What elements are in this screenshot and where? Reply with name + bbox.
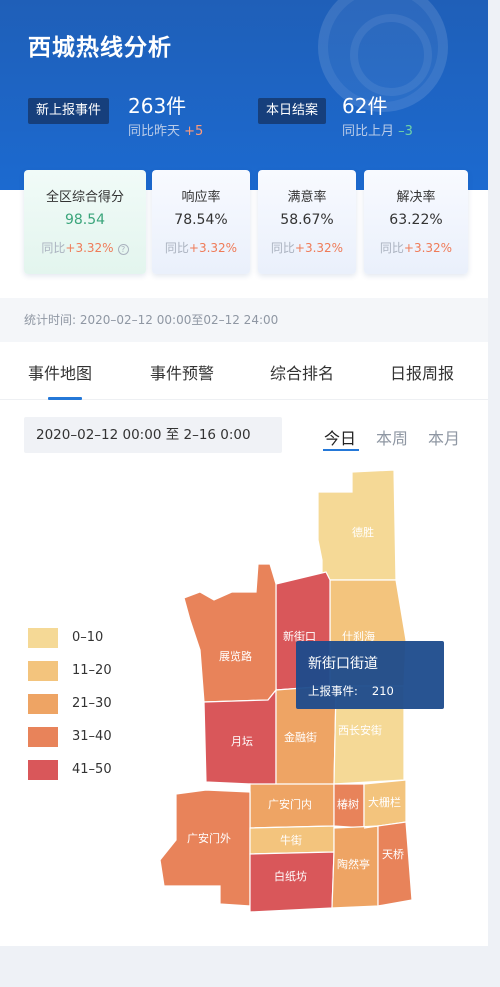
metric-compare: 同比+3.32% [152,239,250,256]
region-label: 金融街 [284,730,317,744]
metric-card-resolution-rate[interactable]: 解决率 63.22% 同比+3.32% [364,170,468,274]
compare-value: +3.32% [403,241,453,255]
metric-label: 解决率 [396,190,436,205]
frame-edge [488,0,500,987]
region-label: 德胜 [352,525,374,539]
region-label: 白纸坊 [274,869,307,883]
stat-time-bar: 统计时间: 2020–02–12 00:00至02–12 24:00 [0,298,488,342]
compare-value: +3.32% [65,241,114,255]
region-label: 展览路 [219,649,252,663]
region-label: 广安门外 [187,831,231,845]
compare-value: +3.32% [188,241,238,255]
legend-item[interactable]: 21–30 [28,694,148,716]
region-label: 天桥 [382,848,404,861]
compare-label: 同比昨天 [128,124,181,139]
region-desheng[interactable] [317,469,397,581]
region-label: 牛街 [280,833,302,847]
compare-label: 同比 [270,241,295,255]
active-period-indicator [323,449,359,451]
active-tab-indicator [48,397,82,400]
legend-swatch [28,727,58,747]
compare-label: 同比 [41,241,66,255]
region-label: 新街口 [283,629,316,643]
metric-cards: 全区综合得分 98.54 同比+3.32%? 响应率 78.54% 同比+3.3… [24,170,468,276]
tooltip-title: 新街口街道 [308,656,378,672]
compare-value: +5 [184,124,204,139]
metric-value: 78.54% [174,212,228,228]
compare-label: 同比 [379,241,404,255]
period-month[interactable]: 本月 [428,429,461,448]
metric-label: 响应率 [181,190,221,205]
region-label: 椿树 [337,797,359,811]
compare-value: +3.32% [294,241,344,255]
legend-item[interactable]: 11–20 [28,661,148,683]
region-label: 什刹海 [342,629,375,643]
period-today[interactable]: 今日 [324,429,357,448]
metric-value: 63.22% [389,212,443,228]
phone-watermark-icon [318,0,448,112]
compare-value: –3 [398,124,413,139]
region-tianqiao[interactable] [363,821,413,907]
page-title: 西城热线分析 [28,35,172,61]
metric-compare: 同比+3.32%? [24,239,146,256]
legend-label: 0–10 [72,630,104,645]
tab-reports[interactable]: 日报周报 [390,364,455,383]
legend-item[interactable]: 31–40 [28,727,148,749]
metric-compare: 同比+3.32% [258,239,356,256]
district-map: 德胜 什刹海 新街口 展览路 月坛 金融街 西长安街 广安门内 椿树 大栅栏 广… [159,469,413,913]
stat-tag: 新上报事件 [28,98,110,124]
stat-time: 统计时间: 2020–02–12 00:00至02–12 24:00 [24,313,279,327]
legend-label: 11–20 [72,663,112,678]
metric-label: 全区综合得分 [45,190,124,205]
region-guanganmenwai[interactable] [159,789,251,907]
tooltip-label: 上报事件: [308,684,358,698]
legend-swatch [28,760,58,780]
legend-label: 21–30 [72,696,112,711]
app-screen: 西城热线分析 新上报事件 263件 同比昨天 +5 本日结案 62件 同比上月 … [0,0,488,987]
metric-card-overall-score[interactable]: 全区综合得分 98.54 同比+3.32%? [24,170,146,274]
metric-card-response-rate[interactable]: 响应率 78.54% 同比+3.32% [152,170,250,274]
legend-swatch [28,628,58,648]
metric-card-satisfaction-rate[interactable]: 满意率 58.67% 同比+3.32% [258,170,356,274]
tooltip-row: 上报事件: 210 [308,683,394,699]
legend-swatch [28,661,58,681]
region-label: 陶然亭 [337,857,370,871]
tab-event-map[interactable]: 事件地图 [28,364,93,383]
legend-label: 31–40 [72,729,112,744]
legend-swatch [28,694,58,714]
region-label: 广安门内 [268,797,312,811]
metric-value: 98.54 [64,212,106,228]
tooltip-value: 210 [371,684,394,698]
tab-ranking[interactable]: 综合排名 [270,364,335,383]
region-zhanlanlu[interactable] [183,563,277,703]
region-label: 大栅栏 [368,795,401,809]
metric-value: 58.67% [280,212,334,228]
map-tooltip: 新街口街道 上报事件: 210 [296,641,444,709]
region-taoranting[interactable] [331,825,379,909]
region-label: 西长安街 [338,723,382,737]
stat-value: 62件 [342,94,388,118]
compare-label: 同比 [164,241,189,255]
legend-item[interactable]: 41–50 [28,760,148,782]
header: 西城热线分析 新上报事件 263件 同比昨天 +5 本日结案 62件 同比上月 … [0,0,488,190]
stat-compare: 同比上月 –3 [342,120,413,139]
tab-bar: 事件地图 事件预警 综合排名 日报周报 [0,344,488,400]
legend-label: 41–50 [72,762,112,777]
date-range-picker[interactable]: 2020–02–12 00:00 至 2–16 0:00 [24,417,282,453]
tab-event-warning[interactable]: 事件预警 [150,364,215,383]
stat-tag: 本日结案 [258,98,327,124]
compare-label: 同比上月 [342,124,395,139]
metric-label: 满意率 [287,190,327,205]
help-icon[interactable]: ? [117,244,129,255]
legend-item[interactable]: 0–10 [28,628,148,650]
region-label: 月坛 [231,735,253,748]
bottom-spacer [0,946,488,987]
stat-compare: 同比昨天 +5 [128,120,203,139]
stat-value: 263件 [128,94,187,118]
metric-compare: 同比+3.32% [364,239,468,256]
period-week[interactable]: 本周 [376,429,409,448]
